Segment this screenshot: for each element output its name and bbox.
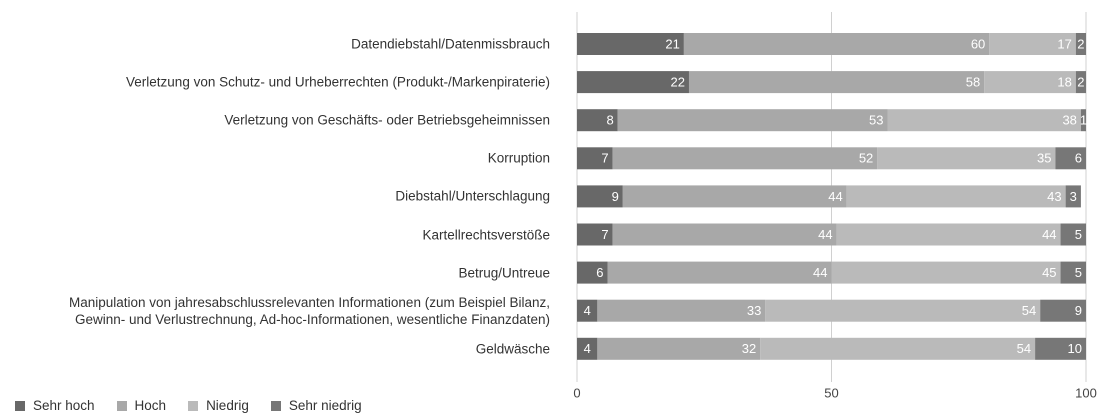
bar-segment [877, 147, 1056, 170]
bar-segment [577, 185, 623, 208]
bar-segment [683, 33, 990, 55]
value-label: 44 [813, 265, 827, 280]
value-label: 44 [818, 227, 832, 242]
value-label: 4 [584, 303, 591, 318]
bar-segment [1060, 223, 1086, 246]
value-label: 44 [1042, 227, 1056, 242]
value-label: 60 [971, 36, 985, 51]
value-label: 54 [1022, 303, 1036, 318]
value-label: 6 [596, 265, 603, 280]
bar-segment [1075, 33, 1086, 55]
value-label: 18 [1057, 75, 1071, 90]
legend-label: Hoch [134, 398, 167, 413]
bar-segment [577, 33, 684, 55]
category-label: Manipulation von jahresabschlussrelevant… [68, 294, 550, 327]
bar-segment [1065, 185, 1081, 208]
value-label: 45 [1042, 265, 1056, 280]
category-label: Datendiebstahl/Datenmissbrauch [351, 36, 550, 52]
value-label: 9 [1075, 303, 1082, 318]
bar-segment [760, 337, 1036, 360]
category-label: Korruption [487, 150, 550, 166]
bar-segment [597, 299, 766, 322]
legend-swatch [188, 400, 199, 411]
value-label: 2 [1077, 36, 1084, 51]
category-label: Geldwäsche [475, 341, 550, 357]
bar-segment [846, 185, 1066, 208]
value-label: 32 [742, 341, 756, 356]
legend-label: Sehr hoch [33, 398, 95, 413]
bar-segment [577, 109, 618, 132]
value-label: 1 [1080, 113, 1087, 128]
category-label: Verletzung von Schutz- und Urheberrechte… [126, 74, 550, 90]
legend-item: Sehr hoch [15, 398, 95, 413]
bar-segment [577, 223, 613, 246]
value-label: 21 [665, 36, 679, 51]
bar-segment [887, 109, 1081, 132]
bar-segment [577, 261, 608, 284]
bar-segment [1055, 147, 1086, 170]
bar-segment [617, 109, 888, 132]
bar-segment [577, 337, 598, 360]
legend-swatch [270, 400, 281, 411]
x-tick-label: 100 [1075, 385, 1097, 400]
bar-segment [989, 33, 1076, 55]
bar-segment [1080, 109, 1086, 132]
legend: Sehr hoch Hoch Niedrig Sehr niedrig [15, 398, 362, 413]
value-label: 17 [1057, 36, 1071, 51]
value-label: 10 [1068, 341, 1082, 356]
legend-label: Niedrig [206, 398, 249, 413]
legend-item: Niedrig [188, 398, 249, 413]
legend-item: Sehr niedrig [270, 398, 362, 413]
value-label: 2 [1077, 75, 1084, 90]
bar-segment [1060, 261, 1086, 284]
bar-segment [1040, 299, 1086, 322]
value-label: 58 [966, 75, 980, 90]
value-label: 22 [671, 75, 685, 90]
x-tick-label: 50 [824, 385, 838, 400]
value-label: 35 [1037, 151, 1051, 166]
bar-segment [607, 261, 832, 284]
bar-segment [1035, 337, 1086, 360]
bar-segment [577, 299, 598, 322]
value-label: 5 [1075, 265, 1082, 280]
bar-segment [577, 147, 613, 170]
bar-segment [765, 299, 1041, 322]
value-label: 54 [1017, 341, 1031, 356]
value-label: 6 [1075, 151, 1082, 166]
value-label: 33 [747, 303, 761, 318]
x-tick-label: 0 [573, 385, 580, 400]
bar-segment [688, 71, 985, 94]
value-label: 7 [601, 151, 608, 166]
legend-swatch [15, 400, 25, 411]
bar-segment [577, 71, 689, 94]
legend-label: Sehr niedrig [288, 398, 362, 413]
value-label: 8 [606, 113, 613, 128]
value-label: 7 [601, 227, 608, 242]
value-label: 3 [1070, 189, 1077, 204]
value-label: 53 [869, 113, 883, 128]
bar-segment [1075, 71, 1086, 94]
bar-segment [597, 337, 761, 360]
category-label: Diebstahl/Unterschlagung [395, 188, 550, 204]
bar-segment [612, 223, 837, 246]
value-label: 38 [1062, 113, 1076, 128]
legend-item: Hoch [116, 398, 167, 413]
legend-swatch [116, 400, 127, 411]
category-label: Verletzung von Geschäfts- oder Betriebsg… [224, 112, 550, 128]
bar-segment [836, 223, 1061, 246]
value-label: 44 [828, 189, 842, 204]
value-label: 52 [859, 151, 873, 166]
bar-segment [984, 71, 1076, 94]
value-label: 5 [1075, 227, 1082, 242]
bar-segment [622, 185, 847, 208]
value-label: 4 [584, 341, 591, 356]
value-label: 9 [612, 189, 619, 204]
category-label: Kartellrechtsverstöße [422, 227, 550, 242]
bar-segment [612, 147, 878, 170]
category-label: Betrug/Untreue [458, 265, 550, 281]
bar-segment [831, 261, 1061, 284]
value-label: 43 [1047, 189, 1061, 204]
